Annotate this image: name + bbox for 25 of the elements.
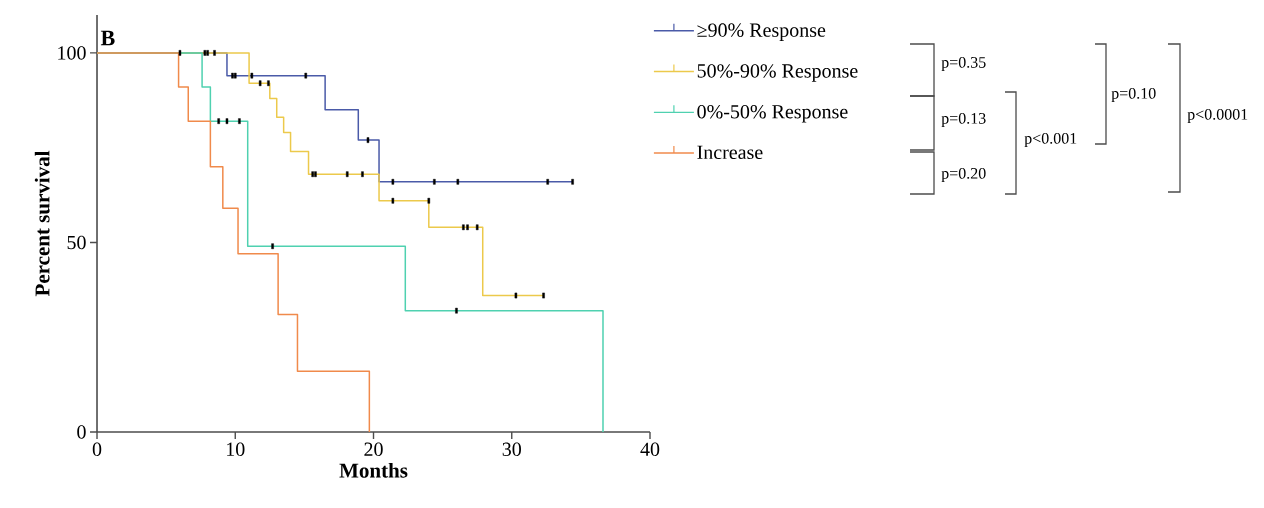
x-tick-label: 20 — [364, 442, 383, 457]
point — [366, 137, 370, 143]
x-tick-label: 40 — [640, 442, 660, 457]
legend-label: 50%-90% Response — [697, 64, 858, 82]
x-axis-title: Months — [339, 462, 408, 478]
legend-label: 0%-50% Response — [697, 104, 848, 123]
y-tick-label: 50 — [67, 235, 86, 250]
legend-label: Increase — [697, 145, 763, 160]
x-tick-label: 0 — [92, 442, 102, 457]
y-tick-label: 0 — [77, 425, 86, 439]
text: p<0.001 — [1024, 132, 1077, 148]
text: p<0.0001 — [1187, 108, 1248, 124]
y-axis-title: Percent survival — [34, 150, 50, 297]
legend-label: ≥90% Response — [697, 23, 826, 41]
y-tick-label: 100 — [58, 46, 86, 60]
text: p=0.13 — [941, 112, 986, 128]
point — [203, 50, 207, 56]
x-tick-label: 30 — [502, 442, 521, 457]
text: p=0.35 — [941, 56, 986, 72]
point — [225, 118, 229, 124]
text: p=0.10 — [1111, 87, 1156, 103]
annotation: B — [100, 30, 115, 46]
point — [178, 50, 182, 56]
x-tick-label: 10 — [227, 442, 245, 457]
text: p=0.20 — [941, 167, 986, 183]
